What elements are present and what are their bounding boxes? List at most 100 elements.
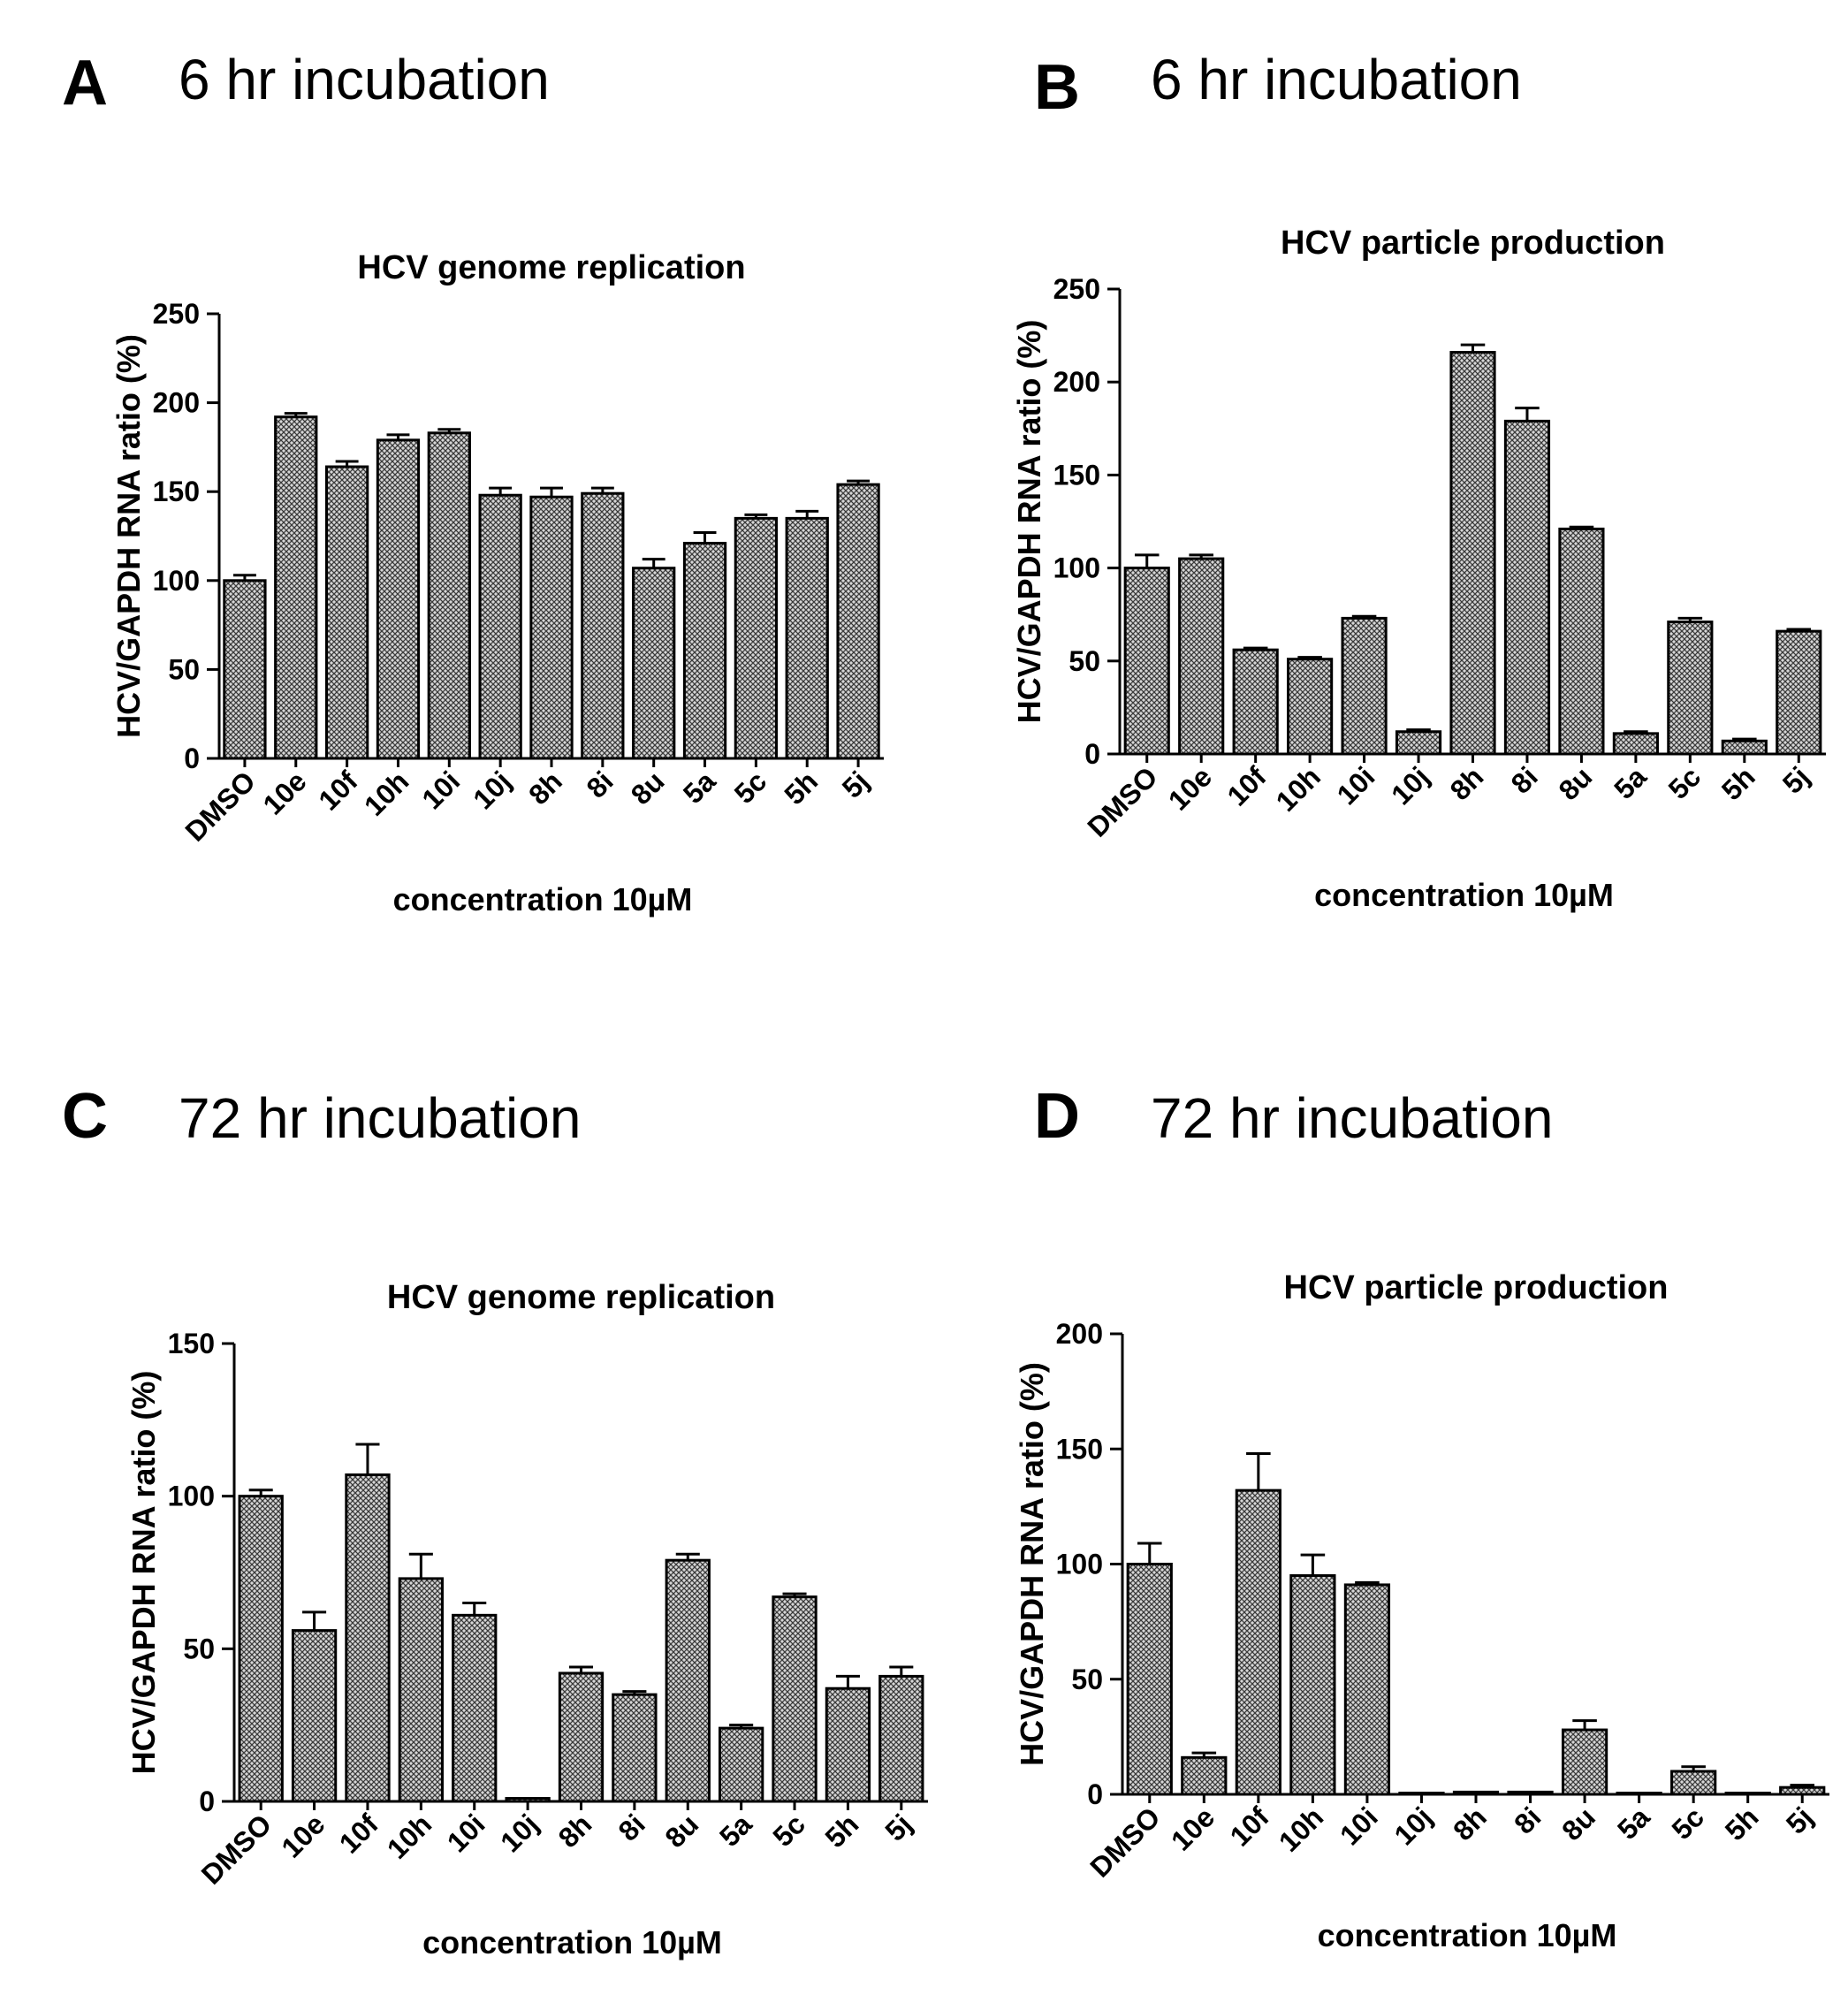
chart-title: HCV particle production — [1284, 1269, 1669, 1306]
bar — [291, 1629, 338, 1803]
bar — [665, 1558, 711, 1803]
y-tick-label: 0 — [199, 1785, 215, 1817]
y-tick-label: 150 — [1053, 459, 1100, 491]
bar — [1341, 616, 1388, 756]
bar-chart: HCV particle production HCV/GAPDH RNA rat… — [1011, 225, 1826, 913]
panel-letter: B — [1034, 52, 1080, 123]
y-tick-label: 100 — [1053, 552, 1100, 584]
x-tick-label: 5c — [728, 765, 773, 810]
x-tick-label: 10h — [358, 765, 414, 821]
x-tick-label: 5a — [1608, 760, 1653, 805]
x-tick-label: 8u — [1555, 1801, 1601, 1846]
bar — [1776, 629, 1822, 756]
x-tick-label: 5j — [878, 1808, 917, 1846]
x-tick-label: DMSO — [179, 765, 262, 847]
x-tick-label: 5h — [778, 765, 824, 811]
y-tick-label: 100 — [168, 1481, 215, 1512]
bar — [1507, 1790, 1554, 1796]
panel-letter: C — [62, 1081, 108, 1152]
y-tick-label: 50 — [1068, 645, 1100, 677]
x-tick-label: 5h — [1715, 760, 1761, 806]
bar — [1503, 419, 1551, 756]
bar — [1287, 658, 1334, 756]
bar — [1178, 557, 1225, 756]
y-tick-label: 100 — [1056, 1549, 1103, 1580]
y-tick-label: 0 — [1084, 738, 1100, 770]
bar — [223, 579, 267, 760]
bar — [1232, 648, 1279, 756]
bar — [1398, 1792, 1445, 1796]
y-tick-label: 0 — [184, 742, 200, 774]
x-tick-label: 10e — [1165, 1801, 1221, 1856]
bar — [376, 438, 421, 760]
x-tick-label: 10h — [1270, 760, 1327, 817]
bar — [1449, 351, 1496, 756]
x-tick-label: 8i — [1505, 760, 1544, 799]
x-tick-label: 10j — [467, 765, 517, 815]
bar — [1779, 1785, 1826, 1796]
panel-letter: A — [62, 48, 108, 118]
bar — [1721, 739, 1768, 756]
y-axis-label: HCV/GAPDH RNA ratio (%) — [1014, 1362, 1050, 1766]
panel-heading: 72 hr incubation — [179, 1086, 582, 1150]
bar — [719, 1726, 764, 1803]
x-tick-label: 10f — [312, 765, 363, 816]
bar — [1561, 1728, 1608, 1796]
panel-c: C 72 hr incubation HCV genome replicatio… — [0, 1005, 928, 2010]
bar — [1558, 527, 1605, 756]
x-tick-label: 8h — [1447, 1801, 1493, 1846]
chart-title: HCV genome replication — [357, 249, 745, 286]
x-axis-label: concentration 10µM — [393, 881, 693, 917]
bar — [1612, 732, 1659, 756]
bar — [529, 495, 574, 760]
x-tick-label: 10j — [1385, 760, 1435, 811]
bar — [427, 431, 471, 760]
x-tick-label: 10h — [381, 1808, 437, 1864]
chart-title: HCV particle production — [1281, 225, 1665, 262]
x-tick-label: 5j — [836, 765, 875, 803]
bar — [772, 1595, 818, 1803]
panel-heading: 72 hr incubation — [1151, 1086, 1554, 1150]
panel-b: B 6 hr incubation HCV particle productio… — [924, 0, 1848, 1005]
bar — [878, 1674, 924, 1803]
x-tick-label: 10e — [1162, 760, 1218, 816]
x-tick-label: 10f — [1221, 760, 1272, 811]
panel-letter: D — [1034, 1081, 1080, 1152]
bar — [1235, 1488, 1281, 1796]
x-tick-label: 5a — [1611, 1801, 1656, 1846]
x-tick-label: DMSO — [195, 1808, 278, 1890]
y-tick-label: 150 — [1056, 1433, 1103, 1465]
y-tick-label: 50 — [1071, 1664, 1103, 1695]
bar — [505, 1797, 551, 1803]
bar — [345, 1473, 391, 1803]
x-tick-label: 10i — [1334, 1801, 1384, 1851]
x-tick-label: 8u — [625, 765, 671, 811]
bar — [1181, 1755, 1228, 1796]
bar — [238, 1495, 284, 1803]
x-axis-label: concentration 10µM — [1314, 877, 1614, 913]
x-tick-label: 10i — [1331, 760, 1381, 811]
bar — [398, 1577, 445, 1803]
x-tick-label: 5h — [1719, 1801, 1765, 1846]
chart-title: HCV genome replication — [387, 1279, 775, 1316]
y-tick-label: 150 — [168, 1328, 215, 1359]
x-tick-label: 5j — [1780, 1801, 1819, 1839]
y-tick-label: 50 — [168, 653, 200, 685]
x-tick-label: 10i — [415, 765, 466, 815]
y-tick-label: 200 — [1056, 1318, 1103, 1350]
x-tick-label: 10j — [494, 1808, 544, 1858]
x-tick-label: 10h — [1273, 1801, 1329, 1857]
x-tick-label: 8u — [1553, 760, 1599, 806]
x-tick-label: 5h — [819, 1808, 865, 1854]
y-tick-label: 250 — [153, 298, 200, 330]
bar — [478, 493, 522, 760]
x-tick-label: 10e — [275, 1808, 331, 1863]
bar — [682, 542, 727, 760]
bar — [632, 567, 676, 760]
y-tick-label: 200 — [153, 387, 200, 419]
x-tick-label: 5a — [713, 1808, 758, 1853]
bar — [1452, 1790, 1500, 1796]
bar-chart: HCV particle production HCV/GAPDH RNA rat… — [1014, 1269, 1829, 1953]
panel-heading: 6 hr incubation — [1151, 48, 1522, 111]
bar — [1123, 567, 1170, 756]
